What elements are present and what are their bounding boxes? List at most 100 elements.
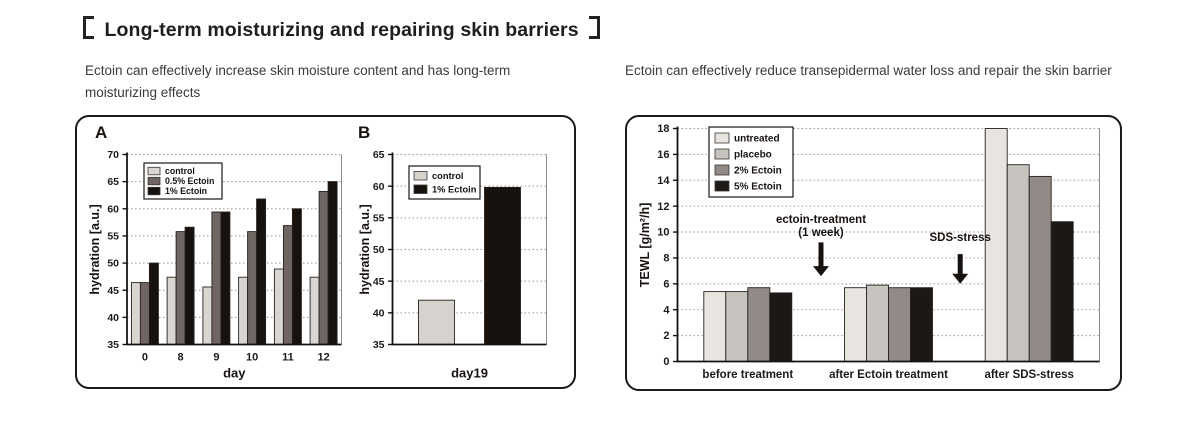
- y-tick-label: 40: [107, 312, 119, 324]
- y-tick-label: 50: [107, 258, 119, 270]
- y-tick-label: 55: [373, 212, 385, 224]
- bar: [910, 287, 933, 362]
- x-category-labels: before treatment after Ectoin treatment af…: [702, 369, 1074, 381]
- x-category-label: after SDS-stress: [984, 369, 1073, 381]
- bar: [866, 284, 889, 362]
- y-axis-title: hydration [a.u.]: [88, 204, 102, 294]
- legend-label: control: [432, 171, 464, 181]
- bar: [148, 262, 159, 345]
- hydration-time-course-chart: 35 40 45 50 55 60 65 70 0 8 9 10 11 12 day hydration [a…: [88, 149, 342, 381]
- legend-swatch: [147, 176, 161, 186]
- bar: [256, 198, 267, 345]
- bar: [130, 282, 141, 345]
- bar: [318, 190, 329, 345]
- bar: [166, 276, 177, 345]
- legend-swatch: [147, 166, 161, 176]
- bar: [418, 299, 455, 345]
- y-tick-label: 40: [373, 307, 385, 319]
- annotation-text: (1 week): [798, 227, 844, 239]
- bar: [273, 268, 284, 345]
- bars: [703, 128, 1074, 362]
- bar: [175, 231, 186, 345]
- y-tick-label: 18: [657, 123, 669, 135]
- legend-label: 1% Ectoin: [432, 185, 477, 195]
- page-title: Long-term moisturizing and repairing ski…: [83, 16, 601, 42]
- x-category-label: before treatment: [702, 369, 793, 381]
- legend-label: control: [165, 166, 195, 176]
- legend-swatch: [147, 186, 161, 196]
- tewl-panel: 0 2 4 6 8 10 12 14 16 18 before treatment after Ect…: [625, 115, 1122, 391]
- y-tick-label: 12: [657, 201, 669, 213]
- bar: [484, 186, 521, 345]
- down-arrow-head-icon: [813, 266, 829, 277]
- x-category-label: 10: [246, 352, 258, 364]
- hydration-day19-chart: 35 40 45 50 55 60 65 day19 hydration [a.u.] contr…: [358, 149, 547, 381]
- x-category-label: 12: [317, 352, 329, 364]
- legend-swatch: [413, 171, 428, 181]
- annotation: SDS-stress: [930, 232, 991, 284]
- y-tick-label: 60: [107, 203, 119, 215]
- page-title-text: Long-term moisturizing and repairing ski…: [104, 19, 579, 41]
- bar: [725, 291, 749, 362]
- legend-label: 1% Ectoin: [165, 186, 207, 196]
- y-tick-label: 10: [657, 227, 669, 239]
- tewl-caption: Ectoin can effectively reduce transepide…: [625, 63, 1112, 78]
- bar: [747, 287, 771, 362]
- legend-swatch: [714, 148, 730, 160]
- legend-label: placebo: [734, 150, 772, 161]
- y-tick-label: 2: [663, 330, 669, 342]
- y-tick-label: 14: [657, 175, 670, 187]
- hydration-caption: Ectoin can effectively increase skin moi…: [85, 63, 511, 100]
- bars: [418, 186, 521, 345]
- bar: [1050, 221, 1074, 362]
- annotation-text: ectoin-treatment: [776, 214, 866, 226]
- bar: [327, 181, 338, 345]
- x-category-label: 0: [142, 352, 148, 364]
- bar: [844, 287, 867, 362]
- bar: [139, 282, 150, 345]
- x-category-labels: 0 8 9 10 11 12: [142, 352, 330, 364]
- legend-swatch: [714, 180, 730, 192]
- bars: [130, 181, 338, 345]
- y-tick-label: 45: [107, 285, 119, 297]
- bar: [888, 287, 911, 362]
- legend: control 1% Ectoin: [408, 165, 481, 200]
- hydration-panel: A B 35 40 45 50 55 60 65 70 0 8 9 10 11 12 day hydratio…: [75, 115, 576, 389]
- y-tick-label: 65: [107, 176, 119, 188]
- y-tick-label: 45: [373, 276, 385, 288]
- x-category-label: 9: [213, 352, 219, 364]
- bar: [211, 211, 222, 345]
- right-lenticular-bracket-icon: [589, 16, 601, 39]
- axes: 35 40 45 50 55 60 65: [373, 149, 547, 351]
- bar: [309, 276, 320, 345]
- y-tick-label: 65: [373, 149, 385, 161]
- legend-label: 2% Ectoin: [734, 166, 782, 177]
- bar: [247, 231, 258, 345]
- axes: 35 40 45 50 55 60 65 70: [107, 149, 342, 351]
- bar: [1006, 164, 1030, 362]
- axes: 0 2 4 6 8 10 12 14 16 18: [657, 123, 1100, 368]
- bar: [238, 276, 249, 345]
- y-tick-label: 70: [107, 149, 119, 161]
- bar: [282, 225, 293, 345]
- x-category-label: 11: [282, 352, 294, 364]
- chart-b-label: B: [358, 123, 371, 142]
- legend: untreated placebo 2% Ectoin 5% Ectoin: [708, 126, 794, 198]
- x-axis-title: day19: [451, 366, 488, 381]
- y-tick-label: 0: [663, 356, 669, 368]
- y-tick-label: 60: [373, 181, 385, 193]
- bar: [984, 128, 1008, 362]
- annotation: ectoin-treatment(1 week): [776, 214, 866, 277]
- legend-label: 5% Ectoin: [734, 182, 782, 193]
- bar: [202, 286, 213, 345]
- bar: [291, 208, 302, 345]
- legend-label: 0.5% Ectoin: [165, 176, 214, 186]
- bar: [1028, 175, 1052, 362]
- y-tick-label: 8: [663, 253, 669, 265]
- y-tick-label: 35: [107, 339, 119, 351]
- y-axis-title: hydration [a.u.]: [358, 204, 372, 294]
- bar: [220, 211, 231, 345]
- y-tick-label: 55: [107, 231, 119, 243]
- bar: [769, 292, 793, 362]
